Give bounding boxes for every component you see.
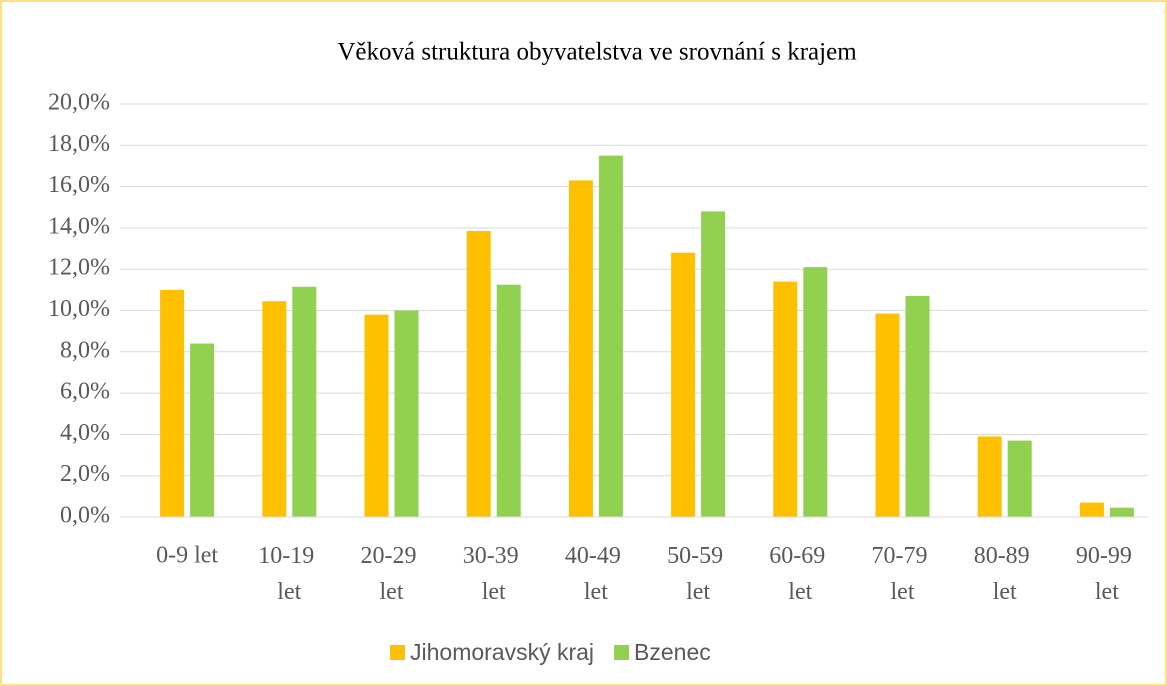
y-tick-label: 16,0% — [48, 172, 110, 198]
y-tick-label: 20,0% — [48, 90, 110, 116]
bar — [1079, 502, 1104, 517]
legend-swatch — [614, 645, 630, 660]
bar — [905, 296, 930, 517]
y-tick-label: 10,0% — [48, 296, 110, 322]
bar — [875, 313, 900, 517]
y-tick-label: 18,0% — [48, 131, 110, 157]
bar — [598, 155, 623, 517]
bar — [568, 180, 593, 517]
x-tick-label: 10-19 let — [258, 543, 320, 605]
bar — [292, 286, 317, 517]
bar — [466, 230, 491, 517]
bar — [671, 252, 696, 517]
bar — [1109, 507, 1134, 517]
x-tick-label: 60-69 let — [769, 543, 831, 605]
x-tick-label: 90-99 let — [1076, 543, 1138, 605]
bar — [977, 436, 1002, 517]
bar — [262, 301, 287, 517]
bar — [773, 281, 798, 517]
y-tick-label: 4,0% — [60, 420, 110, 446]
x-tick-label: 0-9 let — [156, 543, 218, 569]
bar — [160, 289, 185, 517]
bar — [364, 314, 389, 517]
y-tick-label: 6,0% — [60, 379, 110, 405]
x-tick-label: 50-59 let — [667, 543, 729, 605]
x-tick-label: 30-39 let — [463, 543, 525, 605]
bar — [394, 310, 419, 517]
y-tick-label: 0,0% — [60, 503, 110, 529]
bar — [1007, 440, 1032, 517]
legend-label: Bzenec — [634, 639, 711, 665]
bar — [803, 267, 828, 517]
y-tick-label: 12,0% — [48, 255, 110, 281]
bar — [190, 343, 215, 517]
y-tick-label: 8,0% — [60, 337, 110, 363]
x-tick-label: 70-79 let — [872, 543, 934, 605]
x-tick-label: 40-49 let — [565, 543, 627, 605]
legend-label: Jihomoravský kraj — [410, 639, 594, 665]
y-tick-label: 14,0% — [48, 213, 110, 239]
y-tick-label: 2,0% — [60, 461, 110, 487]
x-tick-label: 80-89 let — [974, 543, 1036, 605]
bar — [496, 284, 521, 517]
legend-swatch — [390, 645, 405, 660]
chart-title: Věková struktura obyvatelstva ve srovnán… — [337, 39, 857, 66]
bar — [701, 211, 726, 517]
x-tick-label: 20-29 let — [361, 543, 423, 605]
